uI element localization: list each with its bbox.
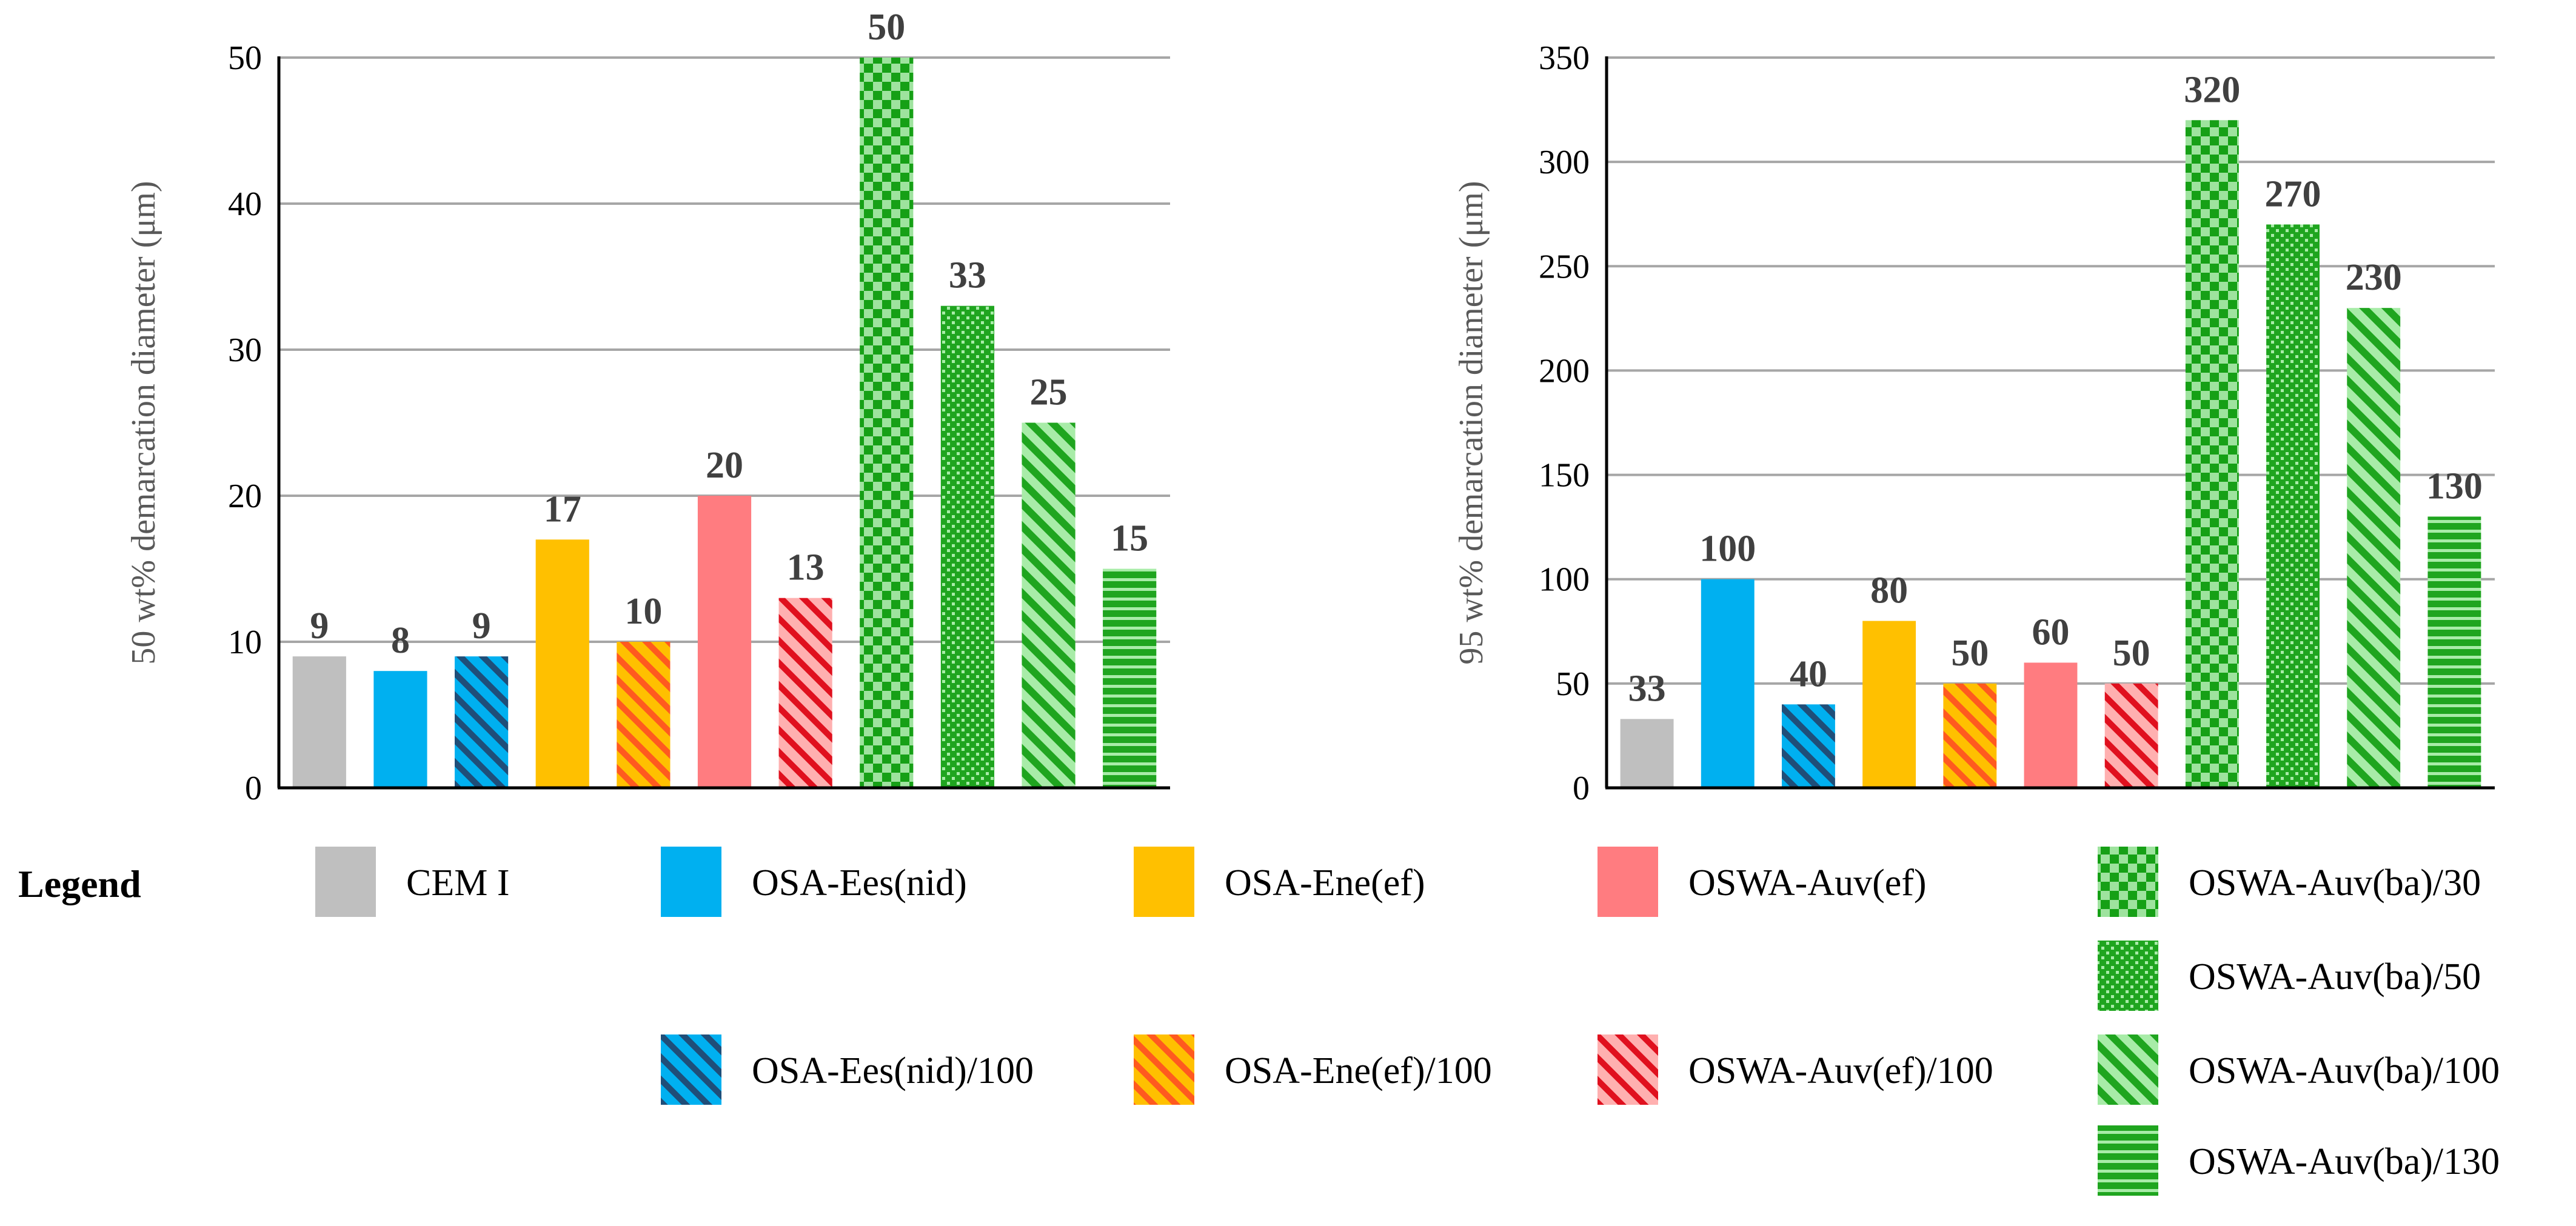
legend-label-oswa-auv-ba-50: OSWA-Auv(ba)/50: [2189, 956, 2481, 998]
legend-swatch-oswa-auv-ba-130: [2098, 1125, 2158, 1196]
bar-oswa-auv-ba-30: [2185, 120, 2239, 788]
y-tick-label: 350: [1539, 39, 1590, 77]
bar-osa-ene-ef: [535, 539, 589, 788]
chart-95wt: 0 50 100 150 200 250 300 350 95 wt% demarcation …: [1453, 39, 2495, 807]
y-tick-label: 200: [1539, 352, 1590, 390]
legend-swatch-osa-ene-ef-100: [1134, 1034, 1194, 1105]
y-tick-label: 0: [1573, 770, 1590, 807]
bar-oswa-auv-ef-100: [778, 598, 832, 788]
bar-oswa-auv-ef: [2024, 662, 2078, 788]
data-label-oswa-auv-ef: 20: [706, 445, 743, 486]
data-label-osa-ees-nid: 8: [391, 620, 410, 661]
legend-label-oswa-auv-ba-100: OSWA-Auv(ba)/100: [2189, 1050, 2500, 1091]
data-label-osa-ees-nid-100: 40: [1790, 653, 1827, 695]
legend-swatch-osa-ene-ef: [1134, 847, 1194, 917]
bar-oswa-auv-ba-130: [1103, 568, 1157, 788]
legend: Legend CEM I OSA-Ees(nid) OSA-Ene(ef) OSWA-A…: [18, 847, 2500, 1196]
legend-swatch-cem-i: [315, 847, 376, 917]
data-label-oswa-auv-ba-30: 320: [2184, 69, 2240, 110]
legend-label-oswa-auv-ba-30: OSWA-Auv(ba)/30: [2189, 862, 2481, 904]
bar-oswa-auv-ba-130: [2427, 516, 2481, 788]
bar-oswa-auv-ef-100: [2104, 683, 2158, 788]
bar-oswa-auv-ba-100: [2347, 308, 2401, 788]
bar-osa-ene-ef-100: [617, 642, 671, 788]
legend-swatch-oswa-auv-ba-30: [2098, 847, 2158, 917]
y-tick-label: 40: [228, 185, 262, 223]
bar-oswa-auv-ba-50: [2266, 224, 2320, 788]
bar-osa-ees-nid-100: [1782, 704, 1835, 788]
data-label-osa-ees-nid: 100: [1699, 528, 1756, 570]
bar-oswa-auv-ba-30: [860, 58, 914, 788]
data-label-osa-ees-nid-100: 9: [472, 605, 491, 647]
y-tick-label: 250: [1539, 248, 1590, 285]
y-tick-label: 20: [228, 478, 262, 515]
bar-osa-ees-nid: [373, 671, 427, 788]
data-label-osa-ene-ef-100: 10: [624, 591, 662, 632]
y-tick-label: 50: [228, 39, 262, 77]
bar-oswa-auv-ba-50: [940, 305, 995, 788]
legend-swatch-oswa-auv-ba-100: [2098, 1034, 2158, 1105]
data-label-cem-i: 33: [1628, 668, 1666, 709]
data-label-oswa-auv-ba-30: 50: [868, 7, 905, 48]
legend-swatch-osa-ees-nid: [661, 847, 721, 917]
bar-osa-ene-ef: [1862, 621, 1916, 788]
legend-swatch-oswa-auv-ef: [1597, 847, 1658, 917]
legend-label-cem-i: CEM I: [406, 862, 510, 904]
y-tick-label: 10: [228, 624, 262, 661]
data-label-osa-ene-ef: 80: [1870, 570, 1908, 611]
data-label-oswa-auv-ba-50: 33: [949, 255, 986, 296]
legend-label-oswa-auv-ef: OSWA-Auv(ef): [1688, 862, 1927, 904]
y-tick-label: 0: [245, 770, 262, 807]
bar-cem-i: [292, 656, 346, 788]
bar-osa-ene-ef-100: [1943, 683, 1997, 788]
bar-osa-ees-nid-100: [454, 656, 509, 788]
data-label-osa-ene-ef-100: 50: [1951, 633, 1989, 674]
y-axis-label: 95 wt% demarcation diameter (μm): [1453, 181, 1490, 664]
legend-label-osa-ees-nid: OSA-Ees(nid): [752, 862, 967, 904]
bar-osa-ees-nid: [1701, 579, 1755, 788]
y-tick-label: 100: [1539, 561, 1590, 599]
y-tick-label: 30: [228, 331, 262, 369]
legend-label-osa-ees-nid-100: OSA-Ees(nid)/100: [752, 1050, 1034, 1091]
y-tick-label: 300: [1539, 144, 1590, 181]
legend-swatch-oswa-auv-ba-50: [2098, 941, 2158, 1011]
data-label-oswa-auv-ef: 60: [2032, 611, 2070, 653]
bar-oswa-auv-ba-100: [1022, 422, 1076, 788]
data-label-oswa-auv-ba-100: 25: [1030, 372, 1068, 413]
bar-oswa-auv-ef: [697, 496, 752, 788]
y-tick-label: 50: [1556, 665, 1590, 703]
y-tick-label: 150: [1539, 457, 1590, 495]
data-label-cem-i: 9: [310, 605, 329, 647]
legend-label-oswa-auv-ef-100: OSWA-Auv(ef)/100: [1688, 1050, 1993, 1091]
bar-cem-i: [1620, 719, 1674, 788]
data-label-oswa-auv-ba-130: 130: [2426, 465, 2483, 507]
data-label-oswa-auv-ef-100: 50: [2113, 633, 2150, 674]
data-label-oswa-auv-ba-100: 230: [2346, 257, 2402, 298]
legend-title: Legend: [18, 862, 141, 905]
chart-50wt: 0 10 20 30 40 50 50 wt% demarcation diameter (…: [125, 7, 1170, 807]
legend-swatch-oswa-auv-ef-100: [1597, 1034, 1658, 1105]
legend-label-oswa-auv-ba-130: OSWA-Auv(ba)/130: [2189, 1141, 2500, 1182]
legend-swatch-osa-ees-nid-100: [661, 1034, 721, 1105]
data-label-osa-ene-ef: 17: [544, 488, 581, 530]
legend-label-osa-ene-ef-100: OSA-Ene(ef)/100: [1225, 1050, 1492, 1091]
data-label-oswa-auv-ba-50: 270: [2265, 173, 2321, 215]
data-label-oswa-auv-ba-130: 15: [1111, 518, 1148, 559]
y-axis-label: 50 wt% demarcation diameter (μm): [125, 181, 162, 664]
legend-label-osa-ene-ef: OSA-Ene(ef): [1225, 862, 1425, 904]
data-label-oswa-auv-ef-100: 13: [787, 547, 825, 588]
